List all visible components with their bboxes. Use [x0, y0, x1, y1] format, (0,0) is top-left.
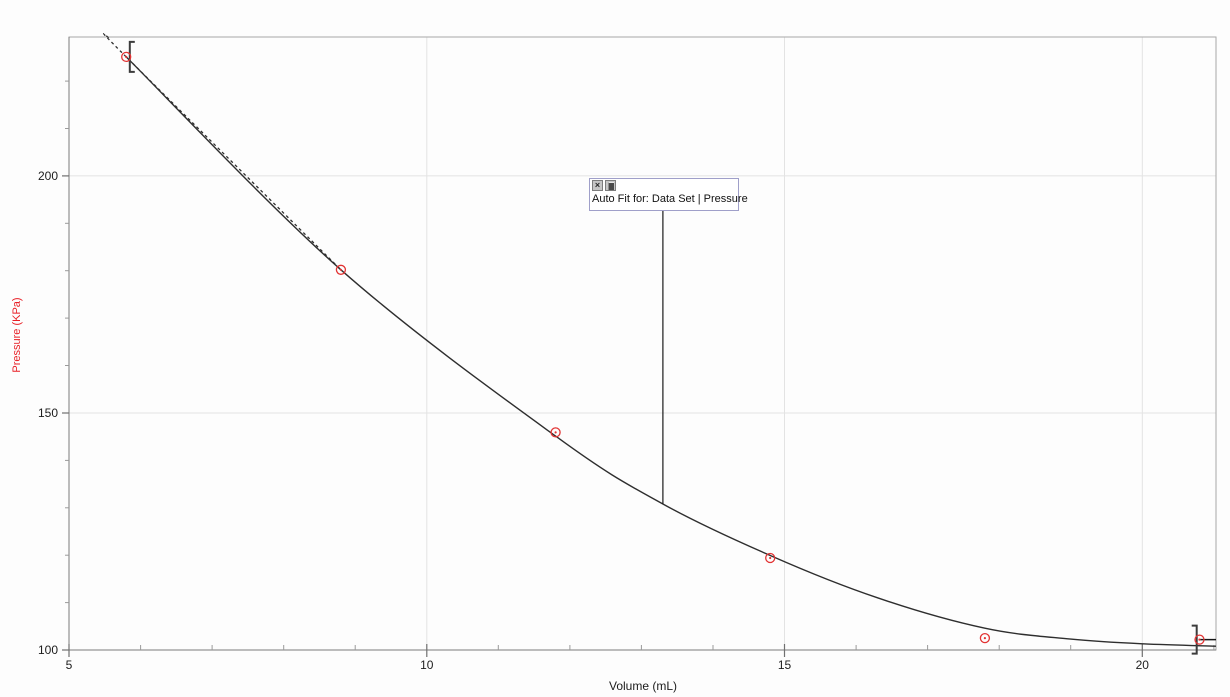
annotation-toolbar: × — [592, 180, 736, 191]
gridlines — [69, 37, 1216, 650]
pin-icon[interactable] — [605, 180, 616, 191]
x-axis-title: Volume (mL) — [608, 679, 678, 693]
plot-border — [68, 36, 1217, 651]
data-point[interactable] — [550, 427, 561, 438]
minor-ticks — [65, 80, 1215, 650]
close-icon[interactable]: × — [592, 180, 603, 191]
data-point[interactable] — [1194, 634, 1205, 645]
y-axis-ticks: 100 150 200 — [38, 169, 69, 657]
y-tick-label: 100 — [38, 643, 58, 657]
data-point[interactable] — [335, 264, 347, 275]
y-tick-label: 200 — [38, 169, 58, 183]
x-axis-ticks: 5 10 15 20 — [66, 644, 1150, 672]
fit-curve-extrapolated — [103, 32, 342, 271]
fit-bracket-right[interactable] — [1191, 624, 1198, 655]
y-axis-title: Pressure (KPa) — [11, 297, 23, 373]
x-tick-label: 5 — [66, 658, 73, 672]
x-tick-label: 15 — [778, 658, 792, 672]
data-points — [121, 51, 1205, 645]
fit-curve — [125, 56, 1217, 647]
pin-glyph — [607, 181, 614, 190]
fit-bracket-left[interactable] — [128, 40, 135, 73]
data-point[interactable] — [979, 632, 991, 644]
x-tick-label: 20 — [1136, 658, 1150, 672]
y-tick-label: 150 — [38, 406, 58, 420]
x-tick-label: 10 — [420, 658, 434, 672]
annotation-label: Auto Fit for: Data Set | Pressure — [592, 193, 748, 205]
data-point[interactable] — [765, 552, 776, 564]
data-point[interactable] — [121, 51, 132, 63]
autofit-annotation-box[interactable]: × Auto Fit for: Data Set | Pressure — [589, 178, 748, 211]
